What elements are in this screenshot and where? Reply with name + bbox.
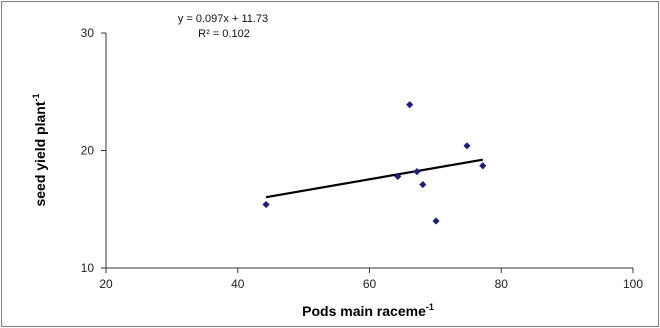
x-axis-title: Pods main raceme-1	[302, 302, 434, 319]
data-point	[463, 142, 471, 150]
equation-annotation: y = 0.097x + 11.73	[178, 13, 268, 25]
y-tick-label: 20	[81, 144, 95, 158]
data-point	[413, 168, 421, 176]
tick-labels: 20 40 60 80 100 10 20 30	[81, 26, 644, 291]
y-axis-title-text: seed yield plant	[32, 101, 48, 206]
data-point	[262, 200, 270, 209]
axes	[101, 32, 634, 273]
y-axis-title-superscript: -1	[31, 93, 41, 101]
x-tick-label: 80	[495, 277, 509, 291]
x-tick-label: 20	[99, 277, 113, 291]
data-point	[419, 180, 427, 189]
data-point	[479, 162, 487, 170]
data-point	[394, 172, 402, 180]
x-tick-label: 40	[231, 277, 245, 291]
data-point	[432, 217, 440, 225]
data-point	[406, 101, 414, 109]
r-squared-annotation: R² = 0.102	[198, 28, 250, 40]
y-axis-title: seed yield plant-1	[31, 93, 48, 206]
x-axis-title-text: Pods main raceme	[302, 303, 426, 319]
x-tick-label: 100	[623, 277, 643, 291]
y-tick-label: 10	[81, 261, 95, 275]
trendline	[265, 158, 483, 199]
x-axis-title-superscript: -1	[426, 302, 434, 312]
x-tick-label: 60	[363, 277, 377, 291]
y-tick-label: 30	[81, 26, 95, 40]
data-points	[262, 101, 487, 225]
